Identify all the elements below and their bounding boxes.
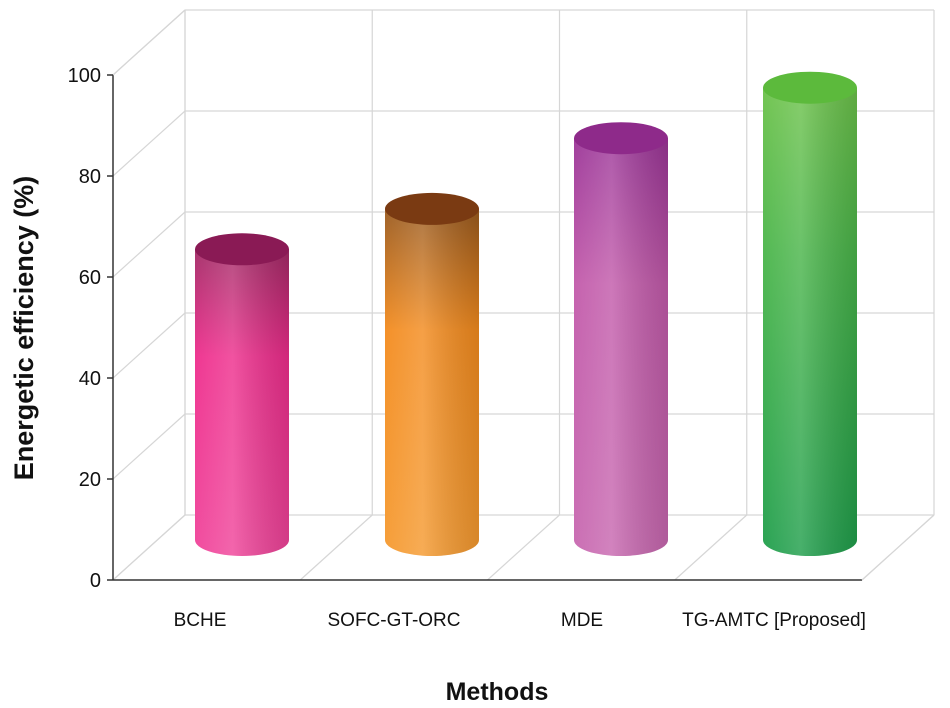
x-tick-label: MDE <box>561 610 603 631</box>
top-left-edge <box>112 9 186 76</box>
left-wall-grid-line <box>112 312 186 379</box>
y-tick-label: 100 <box>68 65 101 87</box>
x-tick-label: TG-AMTC [Proposed] <box>682 610 866 631</box>
bar-3 <box>574 122 668 556</box>
y-tick-label: 60 <box>79 267 101 289</box>
left-wall-grid-line <box>112 514 186 581</box>
floor-grid-line <box>487 514 560 581</box>
left-wall-grid-line <box>112 413 186 480</box>
bars <box>195 71 857 556</box>
bar-top-cap <box>195 233 289 266</box>
x-axis-categories: BCHE SOFC-GT-ORC MDE TG-AMTC [Proposed] <box>174 610 866 631</box>
bar-shading <box>574 138 668 556</box>
x-tick-label: SOFC-GT-ORC <box>328 610 461 631</box>
bar-shading <box>195 249 289 556</box>
left-wall-grid-line <box>112 211 186 278</box>
floor-grid-line <box>299 514 373 581</box>
x-axis-label: Methods <box>446 678 549 706</box>
bar-top-cap <box>574 122 668 155</box>
x-tick-label: BCHE <box>174 610 227 631</box>
floor-grid-line <box>674 514 748 581</box>
y-tick-label: 40 <box>79 368 101 390</box>
bar-1 <box>195 233 289 556</box>
y-tick-label: 80 <box>79 166 101 188</box>
bar-top-cap <box>385 192 479 225</box>
right-floor-edge <box>861 514 935 581</box>
y-tick-label: 20 <box>79 469 101 491</box>
bar-top-cap <box>763 71 857 104</box>
bar-2 <box>385 192 479 556</box>
bar-shading <box>763 87 857 556</box>
bar-shading <box>385 208 479 556</box>
y-axis-ticks: 0 20 40 60 80 100 <box>68 65 113 592</box>
y-axis-label: Energetic efficiency (%) <box>9 176 39 481</box>
bar-4 <box>763 71 857 556</box>
y-tick-label: 0 <box>90 570 101 592</box>
left-wall-grid-line <box>112 110 186 177</box>
